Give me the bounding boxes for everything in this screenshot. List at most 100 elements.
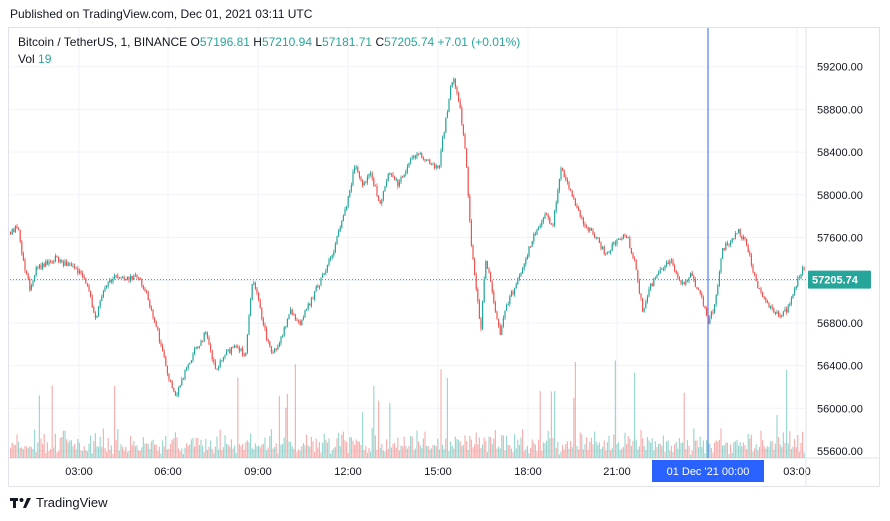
candle-body — [656, 274, 658, 279]
volume-bar — [512, 452, 514, 458]
volume-bar — [149, 448, 151, 458]
candle-body — [229, 349, 231, 354]
candle-body — [29, 278, 31, 291]
volume-bar — [381, 443, 383, 458]
volume-bar — [362, 412, 364, 458]
candle-body — [565, 176, 567, 180]
candle-body — [11, 229, 13, 234]
volume-bar — [306, 434, 308, 458]
volume-bar — [461, 445, 463, 458]
candle-body — [141, 279, 143, 287]
candle-body — [699, 290, 701, 294]
candle-body — [149, 300, 151, 308]
volume-bar — [792, 446, 794, 458]
volume-bar — [419, 445, 421, 458]
volume-bar — [661, 446, 663, 458]
candle-body — [69, 263, 71, 265]
volume-bar — [56, 452, 58, 458]
candle-body — [578, 208, 580, 211]
y-tick-label: 58400.00 — [817, 147, 863, 159]
change-value: +7.01 (+0.01%) — [437, 35, 521, 49]
volume-bar — [390, 447, 392, 458]
candle-body — [272, 351, 274, 353]
volume-bar — [66, 439, 68, 458]
volume-bar — [755, 444, 757, 458]
volume-bar — [610, 450, 612, 458]
candle-body — [253, 282, 255, 285]
candle-body — [197, 346, 199, 348]
volume-bar — [392, 443, 394, 458]
candle-body — [344, 209, 346, 216]
candle-body — [486, 261, 488, 269]
volume-bar — [378, 400, 380, 458]
chart-frame[interactable] — [8, 27, 880, 487]
candle-body — [275, 348, 277, 350]
volume-bar — [400, 445, 402, 458]
footer-brand[interactable]: TradingView — [36, 495, 108, 510]
candle-body — [571, 190, 573, 197]
volume-bar — [131, 445, 133, 458]
volume-bar — [266, 450, 268, 458]
candle-body — [157, 326, 159, 331]
candle-body — [678, 277, 680, 281]
volume-bar — [702, 440, 704, 458]
candle-body — [573, 196, 575, 199]
volume-bar — [621, 448, 623, 458]
volume-bar — [245, 442, 247, 458]
volume-bar — [458, 439, 460, 458]
volume-bar — [573, 397, 575, 458]
volume-bar — [290, 442, 292, 458]
volume-bar — [333, 448, 335, 458]
candle-body — [576, 205, 578, 209]
volume-bar — [507, 444, 509, 458]
candle-body — [325, 270, 327, 274]
symbol-name[interactable]: Bitcoin / TetherUS, 1, BINANCE — [18, 35, 188, 49]
volume-bar — [339, 446, 341, 458]
volume-bar — [184, 447, 186, 458]
candle-body — [320, 277, 322, 286]
volume-bar — [680, 443, 682, 458]
candle-body — [318, 285, 320, 288]
candle-body — [658, 272, 660, 275]
volume-bar — [619, 450, 621, 458]
volume-bar — [554, 391, 556, 458]
candle-body — [395, 179, 397, 181]
volume-bar — [726, 442, 728, 458]
volume-bar — [762, 439, 764, 458]
candle-body — [26, 270, 28, 274]
candle-body — [238, 347, 240, 352]
volume-bar — [490, 437, 492, 458]
candle-body — [86, 283, 88, 286]
volume-bar — [563, 449, 565, 458]
candle-body — [730, 242, 732, 246]
candle-body — [698, 289, 700, 291]
volume-bar — [499, 448, 501, 458]
volume-bar — [230, 439, 232, 458]
candle-body — [758, 288, 760, 289]
volume-bar — [555, 447, 557, 458]
volume-bar — [742, 442, 744, 458]
volume-bar — [174, 432, 176, 458]
candle-body — [309, 304, 311, 306]
candle-body — [765, 297, 767, 301]
candle-body — [384, 186, 386, 192]
volume-bar — [450, 441, 452, 458]
candle-body — [110, 279, 112, 282]
candle-body — [450, 87, 452, 99]
candle-body — [440, 150, 442, 166]
candle-body — [744, 236, 746, 240]
candle-body — [130, 275, 132, 281]
volume-bar — [277, 453, 279, 458]
candle-body — [306, 309, 308, 311]
candle-body — [635, 259, 637, 270]
volume-bar — [214, 446, 216, 458]
candle-body — [539, 225, 541, 228]
volume-bar — [165, 436, 167, 458]
candle-body — [642, 298, 644, 312]
volume-bar — [622, 446, 624, 458]
volume-bar — [123, 450, 125, 458]
volume-bar — [600, 448, 602, 458]
volume-bar — [602, 446, 604, 458]
candle-body — [792, 294, 794, 299]
